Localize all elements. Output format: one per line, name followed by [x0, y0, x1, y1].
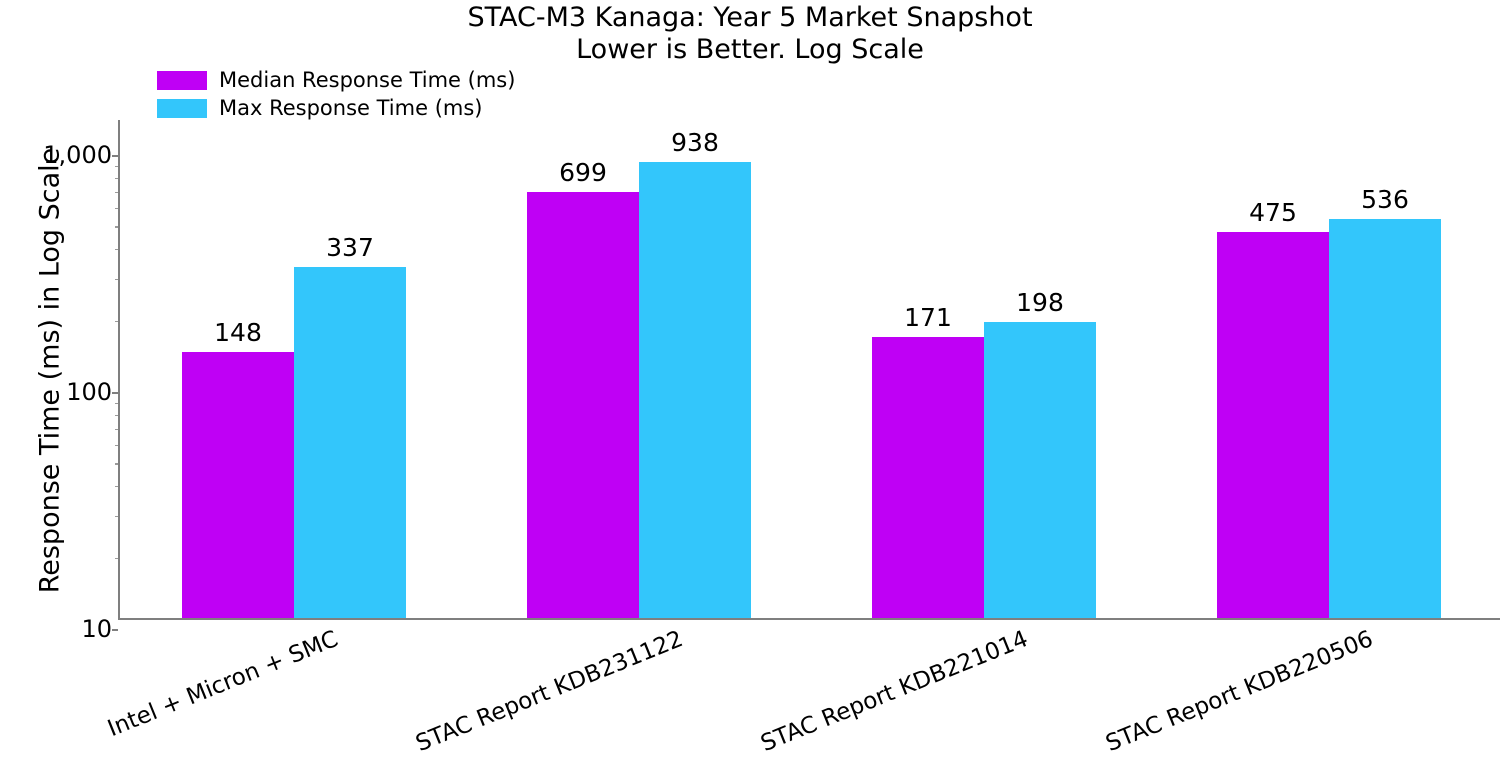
- legend-label-max: Max Response Time (ms): [219, 96, 483, 120]
- x-tick-label: STAC Report KDB231122: [412, 626, 687, 758]
- x-tick-label: STAC Report KDB221014: [757, 626, 1032, 758]
- y-tick-minor: [114, 428, 118, 430]
- legend-item-median: Median Response Time (ms): [157, 66, 515, 94]
- y-tick-minor: [114, 249, 118, 251]
- legend-swatch-median-icon: [157, 70, 207, 90]
- y-tick-major: [112, 629, 118, 631]
- chart-title-line-1: STAC-M3 Kanaga: Year 5 Market Snapshot: [467, 2, 1033, 33]
- bar-value-label: 475: [1249, 197, 1297, 227]
- bar-value-label: 198: [1016, 287, 1064, 317]
- y-tick-major: [112, 155, 118, 157]
- bar-value-label: 699: [559, 157, 607, 187]
- legend-swatch-max-icon: [157, 98, 207, 118]
- y-axis-title: Response Time (ms) in Log Scale: [34, 147, 66, 594]
- y-tick-minor: [114, 165, 118, 168]
- x-tick-label: STAC Report KDB220506: [1102, 626, 1377, 758]
- y-tick-minor: [114, 226, 118, 228]
- bar-median: [182, 351, 294, 618]
- bar-max: [639, 161, 751, 618]
- y-tick-label: 10: [81, 615, 112, 643]
- y-tick-minor: [114, 278, 118, 281]
- chart-legend: Median Response Time (ms) Max Response T…: [157, 66, 515, 122]
- legend-item-max: Max Response Time (ms): [157, 94, 515, 122]
- y-tick-minor: [114, 486, 118, 488]
- y-tick-label: 100: [66, 378, 112, 406]
- y-tick-minor: [114, 320, 118, 322]
- y-tick-minor: [114, 557, 118, 559]
- bar-value-label: 536: [1361, 185, 1409, 215]
- legend-label-median: Median Response Time (ms): [219, 68, 516, 92]
- bar-median: [1217, 231, 1329, 618]
- y-tick-label: 1,000: [43, 141, 112, 169]
- y-tick-minor: [114, 402, 118, 405]
- bar-value-label: 148: [214, 317, 262, 347]
- y-tick-minor: [114, 191, 118, 193]
- bar-max: [1329, 219, 1441, 618]
- bar-value-label: 938: [671, 127, 719, 157]
- y-tick-minor: [114, 463, 118, 465]
- y-tick-minor: [114, 515, 118, 518]
- y-tick-minor: [114, 444, 118, 446]
- plot-area: 1,000 100 10 148 337 Intel + Micron + SMC 699 9…: [43, 60, 1500, 757]
- bar-median: [872, 336, 984, 618]
- y-axis-line: [118, 120, 120, 618]
- bar-value-label: 171: [904, 302, 952, 332]
- bar-median: [527, 191, 639, 618]
- y-tick-minor: [114, 414, 118, 417]
- chart-title: STAC-M3 Kanaga: Year 5 Market Snapshot L…: [0, 2, 1500, 66]
- x-tick-label: Intel + Micron + SMC: [104, 626, 342, 743]
- bar-max: [294, 266, 406, 618]
- x-axis-line: [118, 618, 1500, 620]
- bar-max: [984, 321, 1096, 618]
- chart-title-line-2: Lower is Better. Log Scale: [576, 33, 924, 65]
- bar-value-label: 337: [326, 232, 374, 262]
- y-tick-minor: [114, 177, 118, 180]
- y-tick-minor: [114, 207, 118, 209]
- y-tick-major: [112, 392, 118, 394]
